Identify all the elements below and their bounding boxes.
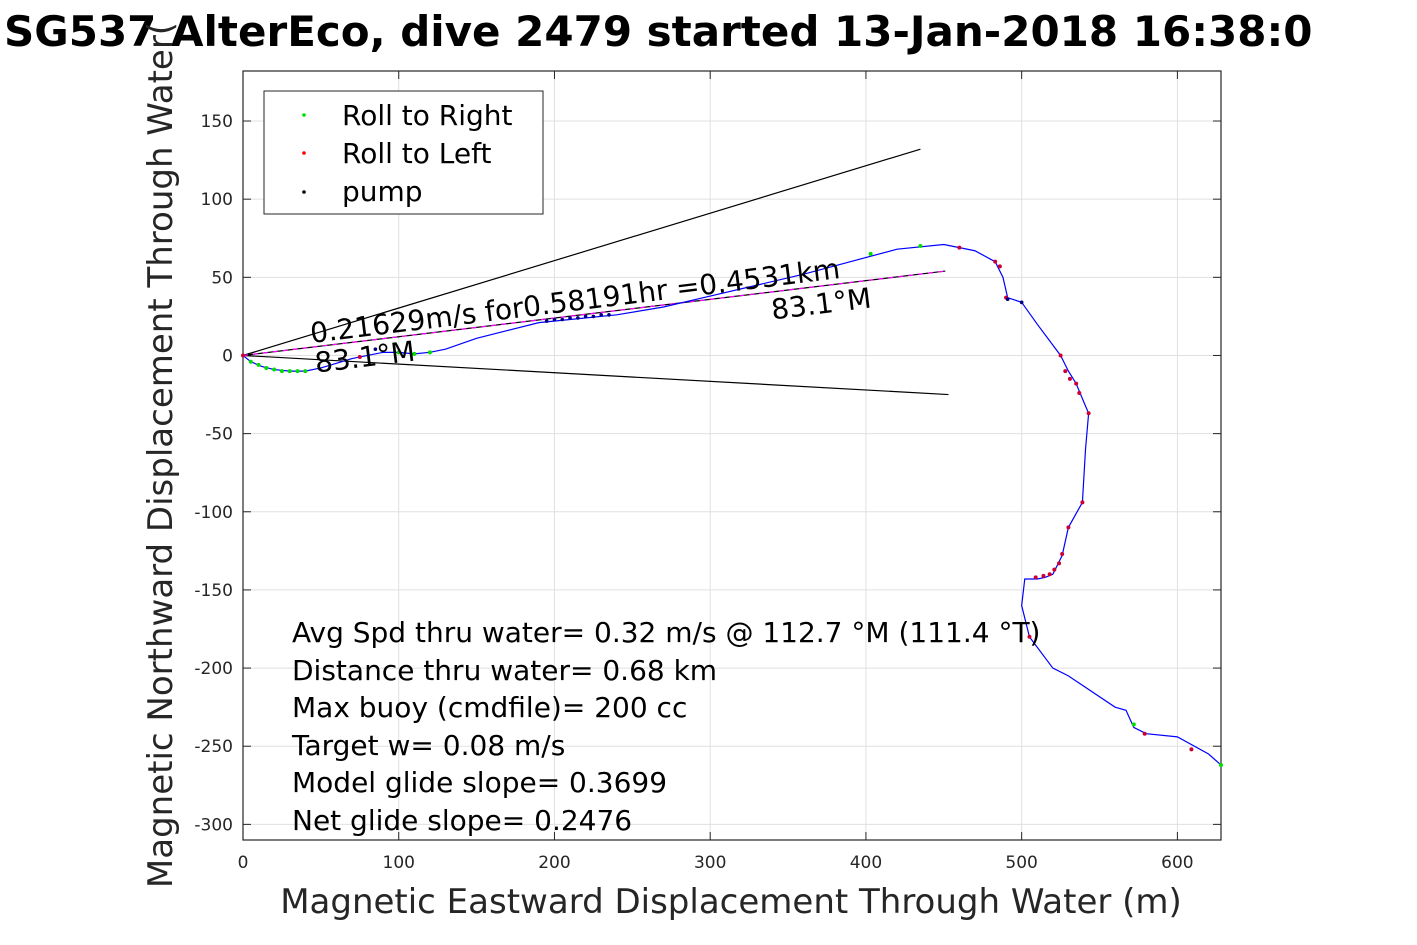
y-tick-label: -150: [194, 581, 233, 601]
pump-point: [583, 314, 588, 319]
y-tick-label: -300: [194, 815, 233, 835]
x-tick-label: 400: [850, 853, 882, 873]
roll-left-point: [1041, 573, 1046, 578]
roll-left-point: [1052, 567, 1057, 572]
legend-label-pump: pump: [342, 175, 423, 208]
y-tick-label: 0: [222, 346, 233, 366]
plot-area-frame: [242, 70, 1222, 841]
roll-left-point: [241, 353, 245, 358]
roll-right-point: [264, 365, 269, 370]
roll-left-point: [357, 355, 362, 360]
pump-point: [1019, 300, 1024, 305]
stats-block: Avg Spd thru water= 0.32 m/s @ 112.7 °M …: [291, 616, 1040, 837]
legend-marker-roll-right: [302, 113, 306, 117]
roll-left-point: [957, 245, 962, 250]
roll-right-point: [1131, 722, 1136, 727]
roll-right-point: [412, 351, 417, 356]
stats-line-net-glide: Net glide slope= 0.2476: [292, 804, 632, 837]
x-tick-label: 0: [238, 853, 249, 873]
x-axis-label: Magnetic Eastward Displacement Through W…: [280, 882, 1182, 922]
pump-point: [591, 314, 596, 319]
y-tick-label: -250: [194, 737, 233, 757]
legend-marker-pump: [302, 190, 306, 194]
y-axis-label: Magnetic Northward Displacement Through …: [141, 22, 181, 888]
roll-left-point: [1060, 551, 1065, 556]
pump-point: [607, 313, 611, 317]
x-tick-label: 600: [1161, 853, 1193, 873]
roll-right-point: [303, 369, 308, 374]
heading-annotations: 0.21629m/s for0.58191hr =0.4531km83.1°M8…: [308, 252, 873, 379]
roll-left-point: [1077, 390, 1082, 395]
heading-annotation: 0.21629m/s for0.58191hr =0.4531km: [308, 252, 841, 350]
y-tick-label: -200: [194, 659, 233, 679]
y-tick-label: 100: [201, 190, 233, 210]
y-tick-label: -100: [194, 503, 233, 523]
roll-right-point: [256, 362, 261, 367]
roll-right-point: [868, 251, 873, 256]
roll-left-point: [1067, 376, 1072, 381]
pump-point: [373, 347, 378, 352]
stats-line-distance: Distance thru water= 0.68 km: [292, 654, 717, 687]
pump-point: [599, 313, 603, 317]
roll-left-point: [1057, 561, 1062, 566]
x-tick-label: 100: [383, 853, 415, 873]
legend-box: [263, 90, 544, 215]
x-tick-label: 500: [1005, 853, 1037, 873]
heading-line: [242, 148, 921, 357]
heading-line-dashed: [242, 270, 946, 357]
roll-right-point: [272, 367, 277, 372]
pump-point: [544, 319, 549, 323]
heading-lines: [242, 148, 949, 396]
roll-left-point: [1027, 634, 1032, 639]
roll-left-point: [1066, 525, 1071, 530]
x-tick-label: 300: [694, 853, 726, 873]
roll-right-point: [295, 369, 300, 374]
roll-right-point: [427, 350, 432, 355]
roll-right-point: [279, 369, 284, 374]
axis-ticks: 0 100 200 300 400 500 600150100500-50-100-150-…: [194, 71, 1221, 873]
roll-left-point: [1080, 500, 1085, 505]
roll-left-point: [1058, 353, 1063, 358]
roll-left-point: [1074, 381, 1079, 386]
pump-point: [552, 317, 557, 322]
pump-point: [1005, 297, 1010, 301]
heading-line: [242, 354, 949, 396]
data-points: [241, 244, 1223, 767]
x-tick-label: 200: [538, 853, 570, 873]
y-tick-label: 150: [201, 112, 233, 132]
roll-left-point: [997, 264, 1002, 269]
y-tick-label: 50: [211, 268, 233, 288]
legend: Roll to Right Roll to Left pump: [263, 90, 544, 215]
pump-point: [568, 316, 572, 320]
roll-right-point: [396, 350, 401, 355]
roll-left-point: [1063, 369, 1068, 374]
roll-left-point: [1189, 747, 1194, 752]
roll-right-point: [287, 369, 292, 374]
pump-point: [576, 316, 580, 320]
stats-line-avg-speed: Avg Spd thru water= 0.32 m/s @ 112.7 °M …: [292, 616, 1040, 649]
roll-right-point: [918, 244, 923, 249]
legend-label-roll-left: Roll to Left: [342, 137, 491, 170]
y-tick-label: -50: [205, 425, 233, 445]
roll-left-point: [1086, 411, 1091, 416]
roll-left-point: [993, 259, 998, 264]
roll-left-point: [1033, 575, 1038, 580]
stats-line-target-w: Target w= 0.08 m/s: [291, 729, 565, 762]
legend-label-roll-right: Roll to Right: [342, 99, 513, 132]
stats-line-max-buoy: Max buoy (cmdfile)= 200 cc: [292, 691, 687, 724]
roll-right-point: [248, 359, 253, 364]
legend-marker-roll-left: [302, 151, 306, 155]
roll-right-point: [1219, 762, 1223, 767]
pump-point: [560, 317, 565, 322]
roll-left-point: [1142, 731, 1147, 736]
stats-line-model-glide: Model glide slope= 0.3699: [292, 766, 667, 799]
grid: [242, 71, 1221, 840]
roll-left-point: [1047, 572, 1052, 577]
chart-title: SG537 AlterEco, dive 2479 started 13-Jan…: [4, 7, 1312, 56]
